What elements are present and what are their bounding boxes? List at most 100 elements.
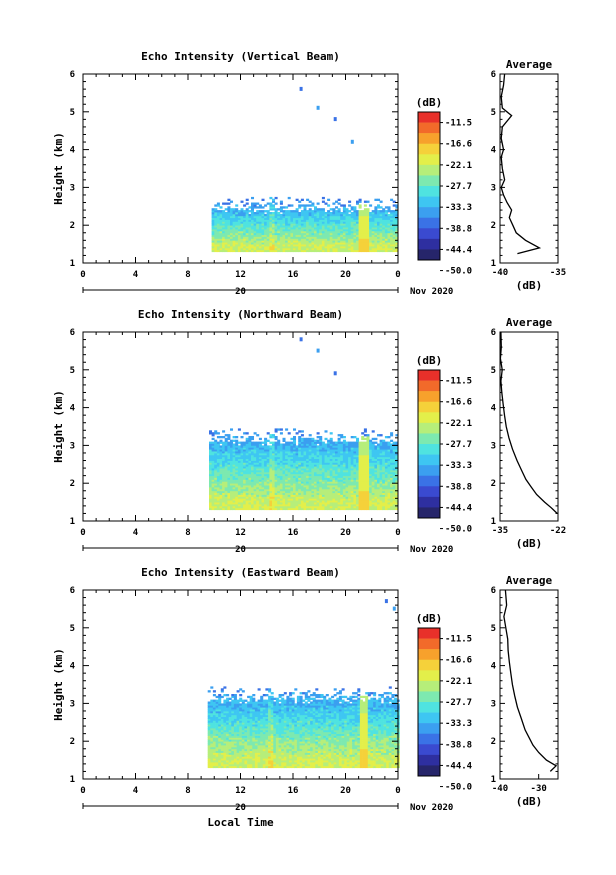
echo-cell <box>311 470 315 473</box>
echo-cell <box>274 215 278 219</box>
echo-cell <box>237 483 241 486</box>
echo-cell <box>216 458 220 461</box>
echo-cell <box>377 458 381 461</box>
echo-cell <box>266 432 270 435</box>
echo-cell <box>306 437 310 441</box>
echo-cell <box>316 470 320 473</box>
echo-cell <box>219 468 223 471</box>
echo-cell <box>279 496 283 499</box>
echo-cell <box>253 447 257 450</box>
echo-cell <box>253 505 257 509</box>
echo-cell <box>321 479 325 482</box>
echo-cell <box>337 483 341 486</box>
echo-cell <box>329 447 333 450</box>
echo-cell <box>303 496 307 499</box>
echo-cell <box>272 232 276 236</box>
echo-cell <box>237 234 241 237</box>
echo-cell <box>335 505 339 509</box>
scattered-echo <box>299 337 303 342</box>
echo-cell <box>366 213 370 217</box>
echo-cell <box>269 471 273 475</box>
echo-cell <box>335 454 339 458</box>
echo-cell <box>363 242 367 245</box>
echo-cell <box>264 234 268 237</box>
echo-cell <box>379 206 383 209</box>
echo-cell <box>295 242 299 245</box>
echo-cell <box>319 227 323 230</box>
echo-cell <box>374 219 378 222</box>
echo-cell <box>261 466 265 469</box>
echo-cell <box>300 240 304 243</box>
echo-cell <box>224 242 228 245</box>
echo-cell <box>395 210 399 213</box>
echo-cell <box>298 505 302 509</box>
echo-cell <box>277 240 281 243</box>
echo-cell <box>379 466 383 469</box>
echo-cell <box>240 505 244 509</box>
echo-cell <box>293 221 297 224</box>
echo-cell <box>290 454 294 458</box>
echo-cell <box>282 437 286 441</box>
echo-cell <box>207 726 211 729</box>
echo-cell <box>277 494 281 497</box>
echo-cell <box>353 496 357 499</box>
echo-cell <box>256 454 260 458</box>
echo-cell <box>356 219 360 222</box>
echo-cell <box>298 464 302 467</box>
echo-cell <box>214 479 218 482</box>
echo-cell <box>379 221 383 224</box>
echo-cell <box>382 219 386 222</box>
echo-cell <box>340 249 344 253</box>
echo-cell <box>243 219 247 222</box>
echo-cell <box>216 507 220 511</box>
echo-cell <box>293 242 297 245</box>
echo-cell <box>363 504 367 507</box>
echo-cell <box>314 210 318 213</box>
echo-cell <box>282 229 286 232</box>
colorbar-label: -38.8 <box>445 224 472 234</box>
average-frame <box>499 331 559 522</box>
echo-cell <box>232 230 236 234</box>
echo-cell <box>264 498 268 501</box>
echo-cell <box>251 505 255 509</box>
echo-cell <box>329 481 333 484</box>
echo-cell <box>227 437 231 441</box>
echo-cell <box>395 221 399 224</box>
echo-cell <box>311 462 315 465</box>
echo-cell <box>207 714 211 717</box>
echo-cell <box>387 488 391 492</box>
echo-cell <box>361 229 365 232</box>
echo-cell <box>272 213 276 217</box>
echo-cell <box>306 507 310 511</box>
echo-cell <box>264 221 268 224</box>
echo-cell <box>377 227 381 230</box>
echo-cell <box>374 445 378 448</box>
echo-cell <box>300 456 304 459</box>
echo-cell <box>295 483 299 486</box>
echo-cell <box>209 477 213 480</box>
echo-cell <box>382 451 386 454</box>
echo-cell <box>287 221 291 224</box>
echo-cell <box>272 475 276 478</box>
echo-cell <box>324 494 328 497</box>
echo-cell <box>235 217 239 220</box>
echo-cell <box>219 436 223 439</box>
echo-cell <box>335 479 339 482</box>
echo-cell <box>264 240 268 243</box>
echo-cell <box>219 464 223 467</box>
echo-cell <box>319 458 323 461</box>
echo-cell <box>358 213 362 217</box>
x-tick-label: 8 <box>185 270 190 280</box>
colorbar-swatch <box>418 207 440 219</box>
echo-cell <box>337 466 341 469</box>
echo-cell <box>319 502 323 505</box>
echo-cell <box>384 502 388 505</box>
echo-cell <box>285 443 289 446</box>
echo-cell <box>248 443 252 446</box>
echo-cell <box>266 221 270 224</box>
echo-cell <box>287 460 291 463</box>
echo-cell <box>214 449 218 452</box>
echo-cell <box>261 229 265 232</box>
echo-cell <box>327 247 331 251</box>
echo-cell <box>298 441 302 444</box>
